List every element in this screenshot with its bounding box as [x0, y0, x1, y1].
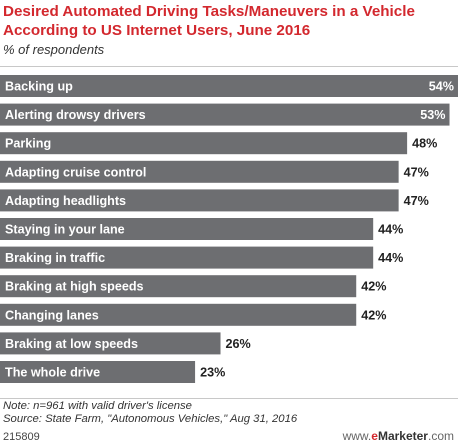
bottom-divider: [0, 398, 458, 399]
value-label: 54%: [429, 80, 454, 94]
bar: [0, 275, 357, 298]
brand-e: e: [371, 429, 378, 443]
category-label: Braking in traffic: [5, 251, 105, 265]
brand-marketer: Marketer: [377, 429, 428, 443]
bar: [0, 132, 408, 155]
value-label: 26%: [226, 337, 251, 351]
category-label: Alerting drowsy drivers: [5, 108, 146, 122]
category-label: Braking at high speeds: [5, 280, 144, 294]
top-divider: [0, 66, 458, 67]
value-label: 44%: [378, 251, 403, 265]
bar: [0, 332, 221, 355]
bar: [0, 361, 196, 383]
bar: [0, 160, 399, 183]
category-label: Parking: [5, 137, 51, 151]
value-label: 44%: [378, 223, 403, 237]
category-label: Changing lanes: [5, 308, 99, 322]
chart-subtitle: % of respondents: [3, 42, 105, 57]
category-label: Adapting headlights: [5, 194, 126, 208]
value-label: 53%: [420, 108, 445, 122]
value-label: 47%: [404, 194, 429, 208]
value-label: 48%: [412, 137, 437, 151]
bar: [0, 103, 450, 126]
note-text: Note: n=961 with valid driver's license: [3, 400, 192, 412]
bar: [0, 189, 399, 212]
bar: [0, 303, 357, 326]
brand-suffix: .com: [427, 429, 454, 443]
bar-chart: Backing up 54% Alerting drowsy drivers 53% P…: [0, 75, 458, 383]
category-label: Backing up: [5, 80, 73, 94]
chart-id: 215809: [3, 431, 40, 443]
brand-prefix: www.: [342, 429, 372, 443]
category-label: Staying in your lane: [5, 223, 125, 237]
emarketer-logo[interactable]: www.eMarketer.com: [343, 429, 454, 443]
value-label: 42%: [361, 280, 386, 294]
value-label: 42%: [361, 308, 386, 322]
source-text: Source: State Farm, "Autonomous Vehicles…: [3, 413, 298, 425]
category-label: Adapting cruise control: [5, 165, 146, 179]
bar: [0, 218, 374, 240]
value-label: 47%: [404, 165, 429, 179]
category-label: Braking at low speeds: [5, 337, 138, 351]
category-label: The whole drive: [5, 366, 100, 380]
bar: [0, 246, 374, 269]
chart-title: Desired Automated Driving Tasks/Maneuver…: [3, 3, 415, 39]
bar: [0, 75, 458, 97]
value-label: 23%: [200, 366, 225, 380]
